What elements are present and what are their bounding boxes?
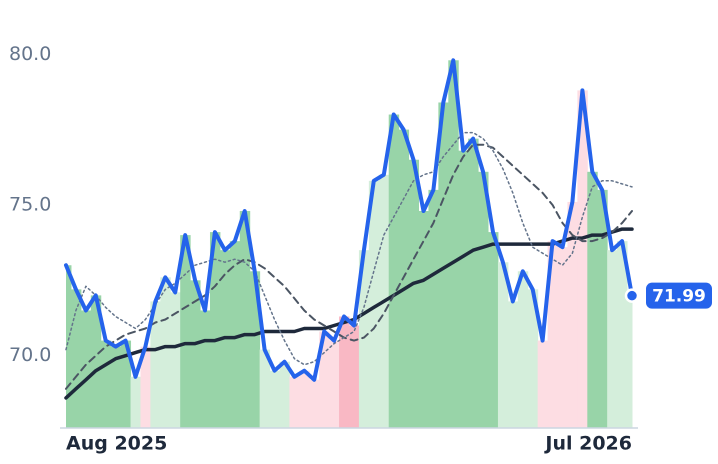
- series-line: [65, 143, 633, 390]
- area-column: [259, 349, 271, 428]
- area-column: [120, 340, 132, 428]
- area-column: [90, 295, 102, 428]
- area-column: [249, 271, 261, 428]
- area-column: [408, 159, 420, 429]
- area-column: [587, 171, 598, 429]
- area-column: [497, 262, 509, 428]
- area-column: [597, 189, 608, 428]
- area-column: [358, 250, 370, 428]
- area-column: [438, 102, 449, 428]
- area-column: [567, 201, 578, 428]
- area-column: [160, 277, 171, 428]
- area-column: [448, 60, 459, 429]
- area-column: [627, 295, 633, 428]
- area-column: [527, 289, 539, 428]
- x-tick-label: Jul 2026: [543, 433, 632, 455]
- area-column: [200, 310, 211, 428]
- area-column: [537, 340, 549, 428]
- area-column: [239, 210, 251, 428]
- area-column: [368, 180, 380, 428]
- value-label: 71.99: [652, 287, 706, 307]
- area-column: [349, 325, 360, 428]
- area-column: [329, 340, 340, 428]
- area-column: [607, 250, 618, 428]
- area-column: [557, 247, 568, 428]
- area-column: [309, 379, 320, 428]
- area-column: [289, 376, 300, 428]
- area-column: [130, 376, 141, 428]
- area-column: [478, 171, 489, 429]
- area-column: [150, 301, 161, 428]
- x-tick-label: Aug 2025: [66, 433, 167, 455]
- area-column: [319, 331, 330, 428]
- area-column: [66, 265, 72, 428]
- series-line: [64, 58, 634, 382]
- area-column: [507, 301, 519, 428]
- area-column: [418, 210, 429, 428]
- area-column: [140, 346, 151, 428]
- y-tick-label: 80.0: [9, 43, 51, 65]
- area-column: [180, 235, 191, 428]
- area-column: [229, 241, 241, 428]
- area-column: [209, 232, 221, 428]
- area-column: [458, 150, 469, 428]
- area-column: [488, 232, 499, 428]
- series-line: [65, 131, 633, 366]
- y-tick-label: 75.0: [9, 193, 51, 215]
- area-column: [388, 114, 400, 428]
- value-badge: [646, 282, 712, 309]
- area-layer: [66, 60, 633, 429]
- area-column: [100, 340, 112, 428]
- area-column: [110, 346, 122, 428]
- area-column: [428, 189, 439, 428]
- y-tick-label: 70.0: [9, 344, 51, 366]
- area-column: [339, 316, 350, 428]
- area-column: [170, 292, 181, 428]
- last-point: [624, 288, 640, 303]
- area-column: [577, 90, 588, 428]
- area-column: [468, 138, 479, 428]
- area-column: [269, 370, 280, 428]
- area-column: [517, 271, 529, 428]
- area-column: [299, 370, 310, 428]
- area-column: [190, 280, 201, 428]
- area-column: [617, 241, 628, 428]
- area-column: [70, 289, 82, 428]
- area-column: [80, 310, 92, 428]
- area-column: [547, 241, 559, 428]
- area-column: [279, 361, 290, 428]
